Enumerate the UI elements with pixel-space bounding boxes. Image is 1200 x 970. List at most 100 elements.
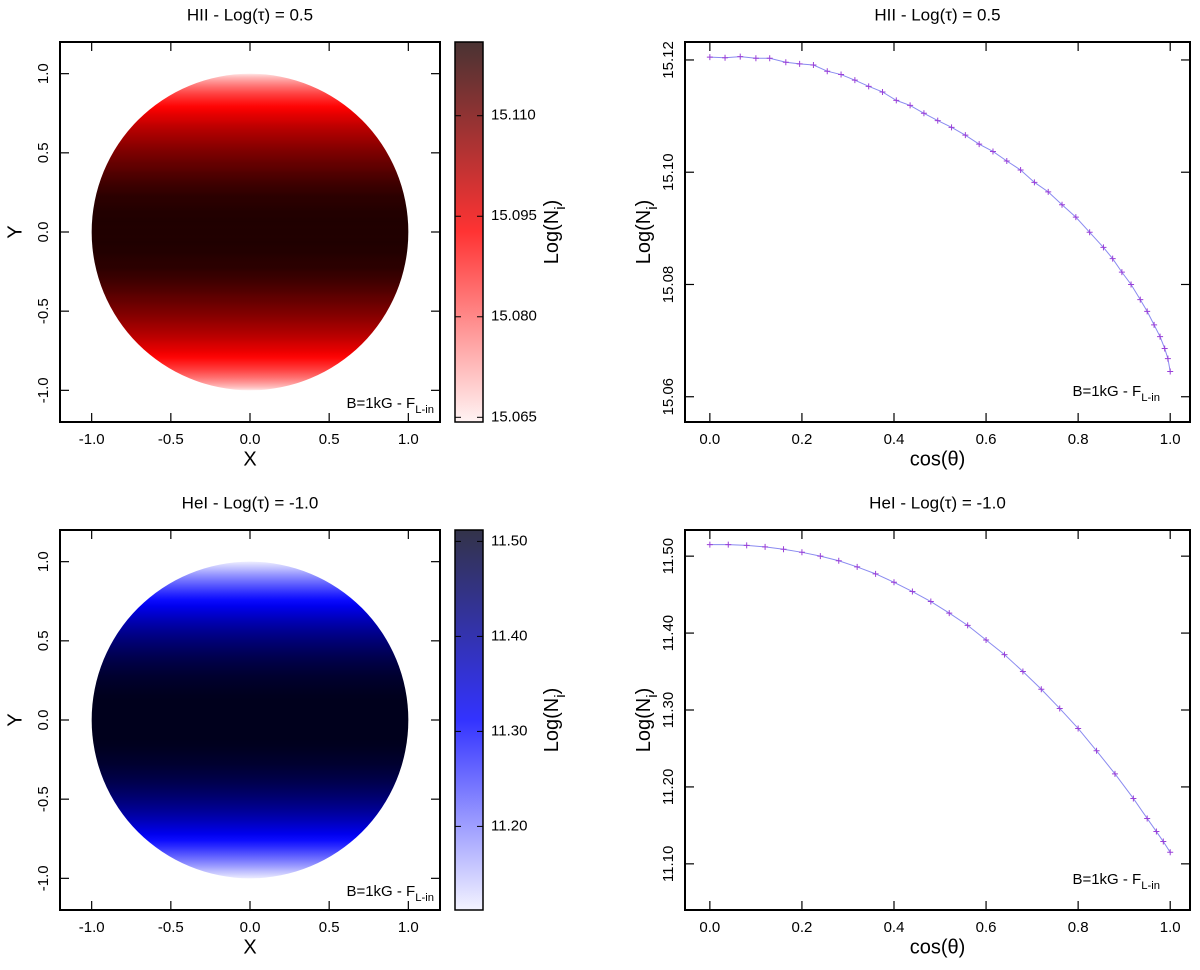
stellar-disk [91, 561, 409, 879]
x-tick-label: -0.5 [158, 919, 184, 936]
data-marker [1031, 179, 1038, 186]
data-marker [835, 557, 842, 564]
data-marker [854, 563, 861, 570]
annotation-main: B=1kG - F [346, 395, 415, 412]
plot-frame [59, 529, 441, 911]
data-marker [1093, 747, 1100, 754]
x-tick-label: 0.0 [699, 431, 720, 448]
colorbar-tick-label: 15.080 [491, 308, 537, 325]
data-marker [1111, 770, 1118, 777]
annotation: B=1kG - FL-in [1072, 871, 1160, 892]
data-marker [1157, 333, 1164, 340]
colorbar-tick-label: 15.110 [491, 107, 536, 124]
data-marker [964, 622, 971, 629]
x-tick-label: 0.0 [240, 919, 261, 936]
y-axis-label: Log(Ni) [633, 688, 661, 753]
data-marker [920, 110, 927, 117]
x-tick-label: 0.6 [976, 919, 997, 936]
data-marker [1137, 296, 1144, 303]
colorbar-label-tail: ) [541, 688, 563, 695]
annotation-sub: L-in [1141, 880, 1160, 892]
x-tick-label: -1.0 [79, 431, 105, 448]
panel-title: HII - Log(τ) = 0.5 [874, 5, 1000, 24]
data-marker [1153, 828, 1160, 835]
data-marker [865, 83, 872, 90]
x-axis-label: X [243, 448, 256, 470]
data-marker [1038, 686, 1045, 693]
data-marker [1164, 355, 1171, 362]
data-line [709, 56, 1171, 372]
y-tick-label: 11.10 [660, 846, 677, 882]
data-marker [1160, 838, 1167, 845]
y-axis-label: Y [4, 713, 26, 726]
colorbar-tick-label: 15.095 [491, 207, 537, 224]
x-tick-label: 0.5 [319, 919, 340, 936]
data-marker [824, 68, 831, 75]
data-marker [706, 541, 713, 548]
data-marker [780, 546, 787, 553]
y-tick-label: 0.0 [35, 222, 52, 243]
colorbar-tick-label: 11.50 [491, 532, 527, 549]
data-marker [1144, 815, 1151, 822]
y-tick-label: 11.20 [660, 769, 677, 805]
data-marker [976, 141, 983, 148]
x-tick-label: 0.8 [1068, 919, 1089, 936]
x-tick-label: 0.2 [791, 431, 812, 448]
data-marker [766, 55, 773, 62]
data-marker [722, 54, 729, 61]
data-marker [1045, 188, 1052, 195]
y-axis-label-sub: i [644, 694, 661, 697]
data-marker [752, 55, 759, 62]
data-marker [946, 610, 953, 617]
data-marker [1118, 269, 1125, 276]
colorbar [454, 529, 484, 911]
y-tick-label: -0.5 [35, 786, 52, 812]
colorbar-tick-label: 15.065 [491, 408, 537, 425]
colorbar-tick-label: 11.40 [491, 627, 527, 644]
y-axis-label-main: Log(N [633, 698, 655, 752]
data-marker [706, 54, 713, 61]
data-marker [989, 148, 996, 155]
y-tick-label: 11.50 [660, 538, 677, 574]
x-axis-label: cos(θ) [910, 936, 966, 958]
y-axis-label: Y [4, 225, 26, 238]
x-tick-label: -1.0 [79, 919, 105, 936]
y-tick-label: -1.0 [35, 865, 52, 891]
data-marker [1167, 849, 1174, 856]
data-marker [1128, 281, 1135, 288]
data-marker [796, 60, 803, 67]
data-marker [1161, 345, 1168, 352]
annotation-main: B=1kG - F [346, 883, 415, 900]
annotation: B=1kG - FL-in [346, 883, 434, 904]
y-tick-label: 0.5 [35, 630, 52, 651]
data-marker [817, 553, 824, 560]
annotation-sub: L-in [415, 892, 434, 904]
colorbar-label-sub: i [552, 694, 569, 697]
x-tick-label: 0.4 [884, 431, 905, 448]
annotation-sub: L-in [415, 404, 434, 416]
data-marker [934, 117, 941, 124]
plot-frame [59, 41, 441, 423]
data-marker [893, 97, 900, 104]
plot-frame [684, 529, 1191, 911]
y-tick-label: 0.5 [35, 142, 52, 163]
annotation-main: B=1kG - F [1072, 383, 1141, 400]
y-tick-label: 15.06 [660, 378, 677, 416]
panel-title: HII - Log(τ) = 0.5 [187, 5, 313, 24]
data-marker [1144, 308, 1151, 315]
y-axis-label: Log(Ni) [633, 200, 661, 265]
data-marker [1075, 725, 1082, 732]
colorbar-label: Log(Ni) [541, 688, 569, 753]
panel-title: HeI - Log(τ) = -1.0 [869, 493, 1006, 512]
y-tick-label: 11.40 [660, 615, 677, 651]
x-tick-label: 1.0 [398, 919, 419, 936]
data-marker [762, 543, 769, 550]
data-marker [1019, 668, 1026, 675]
annotation: B=1kG - FL-in [1072, 383, 1160, 404]
y-tick-label: 11.30 [660, 692, 677, 728]
colorbar-label-tail: ) [541, 200, 563, 207]
plot-frame [684, 41, 1191, 423]
x-axis-label: cos(θ) [910, 448, 966, 470]
x-tick-label: 0.4 [884, 919, 905, 936]
